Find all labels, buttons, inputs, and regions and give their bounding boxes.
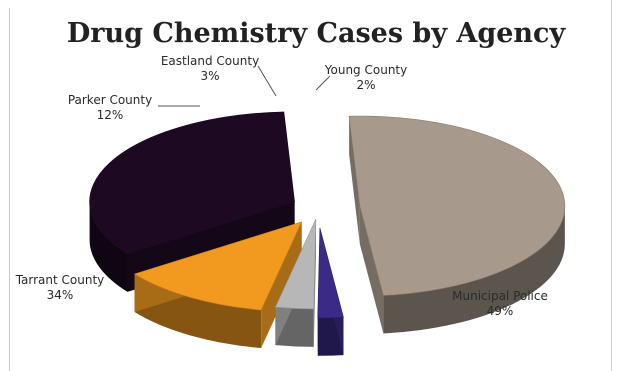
leader-line-young-county: [315, 75, 331, 91]
pie-slice-wall: [359, 206, 384, 334]
slice-label-parker-county: Parker County: [68, 93, 152, 107]
slice-percent-parker-county: 12%: [97, 108, 124, 122]
pie-slice-municipal-police: [348, 115, 566, 334]
slice-percent-municipal-police: 49%: [487, 304, 514, 318]
slice-percent-young-county: 2%: [356, 78, 375, 92]
pie-slice-young-county: [317, 227, 344, 356]
pie-slice-side: [89, 201, 128, 292]
pie-slice-top: [317, 227, 344, 319]
chart-title: Drug Chemistry Cases by Agency: [67, 18, 567, 49]
pie-slice-side: [383, 206, 565, 334]
pie-slice-top: [133, 221, 303, 311]
slice-label-young-county: Young County: [324, 63, 407, 77]
leader-line-eastland-county: [257, 65, 277, 97]
slice-label-municipal-police: Municipal Police: [452, 289, 548, 303]
pie-slice-parker-county: [133, 221, 303, 349]
slice-label-eastland-county: Eastland County: [161, 54, 259, 68]
slices-layer: [89, 111, 566, 356]
pie-slice-top: [274, 218, 317, 310]
slice-label-tarrant-county: Tarrant County: [15, 273, 105, 287]
slice-percent-eastland-county: 3%: [200, 69, 219, 83]
pie-slice-top: [348, 115, 566, 296]
pie-slice-wall: [349, 116, 360, 245]
leaders-layer: [158, 65, 331, 107]
pie-slice-top: [89, 111, 295, 255]
pie-slice-eastland-county: [274, 218, 317, 347]
slice-percent-tarrant-county: 34%: [47, 288, 74, 302]
